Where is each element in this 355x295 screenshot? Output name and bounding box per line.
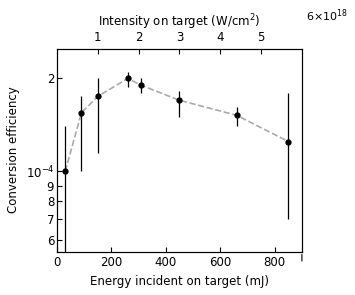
Text: $6{\times}10^{18}$: $6{\times}10^{18}$ [306, 7, 348, 24]
X-axis label: Intensity on target (W/cm$^2$): Intensity on target (W/cm$^2$) [98, 13, 261, 32]
Y-axis label: Conversion efficiency: Conversion efficiency [7, 87, 20, 214]
X-axis label: Energy incident on target (mJ): Energy incident on target (mJ) [90, 275, 269, 288]
